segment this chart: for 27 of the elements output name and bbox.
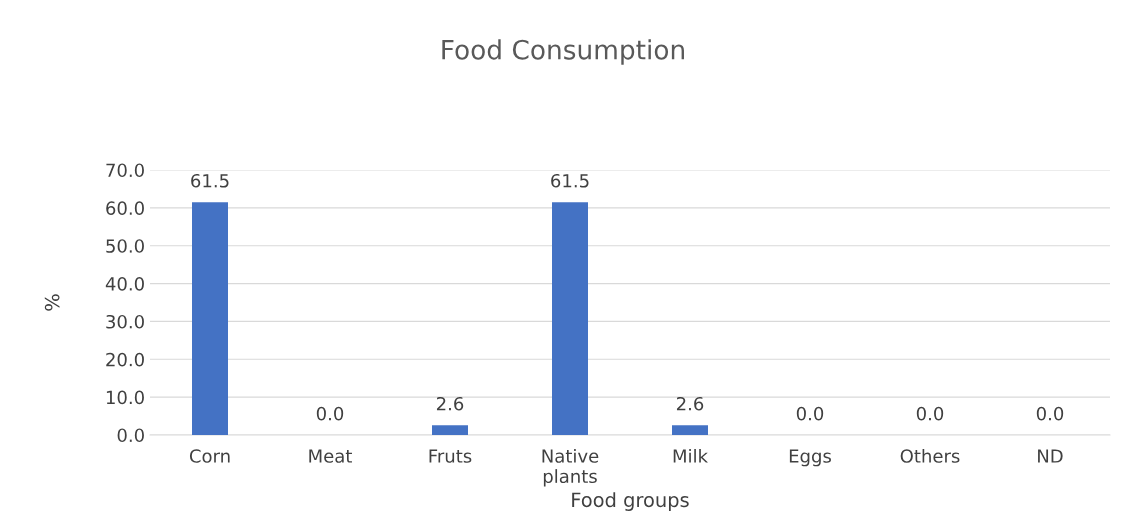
x-tick-label: Native plants <box>542 448 599 487</box>
data-label: 61.5 <box>551 173 589 188</box>
y-tick-label: 40.0 <box>105 277 144 291</box>
y-axis-title: % <box>44 294 60 311</box>
x-axis-title: Food groups <box>572 492 689 511</box>
y-tick-label: 70.0 <box>106 163 144 178</box>
data-label: 2.6 <box>436 396 464 411</box>
y-tick-label: 50.0 <box>106 239 144 253</box>
y-tick-label: 0.0 <box>117 428 144 443</box>
y-tick-label: 60.0 <box>106 201 144 215</box>
y-tick-label: 20.0 <box>106 352 144 367</box>
x-tick-label: Milk <box>673 448 708 463</box>
y-tick-label: 30.0 <box>106 314 144 329</box>
y-tick-label: 10.0 <box>106 390 144 405</box>
data-label: 0.0 <box>1036 406 1064 421</box>
data-label: 0.0 <box>796 406 824 421</box>
data-label: 2.6 <box>676 396 704 411</box>
x-tick-label: Others <box>900 448 960 463</box>
x-tick-label: Meat <box>309 449 352 463</box>
data-label: 0.0 <box>316 406 344 421</box>
data-label: 0.0 <box>916 406 944 421</box>
x-tick-label: Corn <box>189 449 230 463</box>
data-label: 61.5 <box>191 173 229 188</box>
x-tick-label: Eggs <box>789 449 831 467</box>
x-tick-label: Fruts <box>429 449 472 463</box>
chart-title: Food Consumption <box>442 39 684 65</box>
x-tick-label: ND <box>1038 449 1063 463</box>
